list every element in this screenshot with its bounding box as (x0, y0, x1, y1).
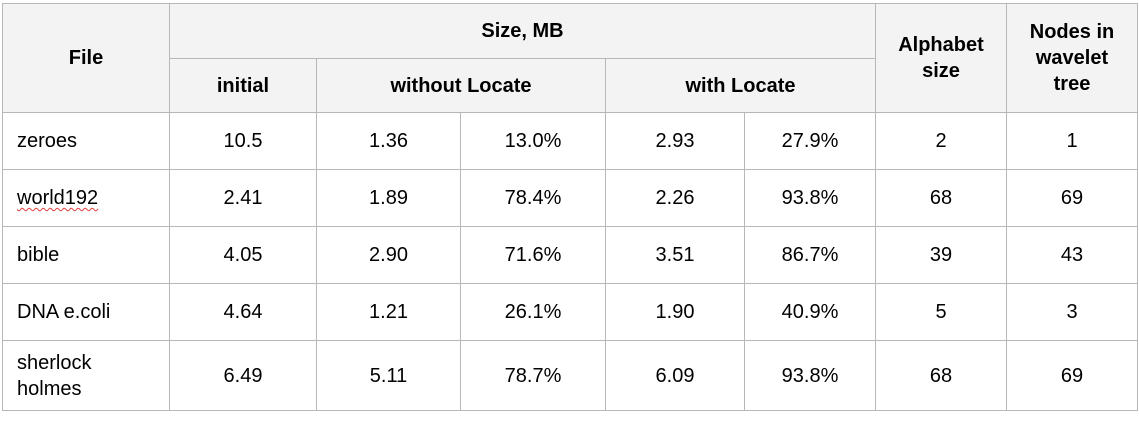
cell-with-locate-percent: 93.8% (744, 340, 876, 411)
cell-alphabet-size: 2 (875, 112, 1007, 170)
header-initial: initial (169, 58, 317, 113)
cell-alphabet-size: 68 (875, 340, 1007, 411)
cell-initial: 4.05 (169, 226, 317, 284)
cell-without-locate-percent: 13.0% (460, 112, 606, 170)
cell-with-locate-mb: 2.93 (605, 112, 745, 170)
header-without-locate: without Locate (316, 58, 606, 113)
spellcheck-flagged-word: world192 (17, 187, 99, 209)
table-row: bible 4.05 2.90 71.6% 3.51 86.7% 39 43 (2, 226, 1138, 284)
cell-nodes: 43 (1006, 226, 1138, 284)
cell-with-locate-percent: 27.9% (744, 112, 876, 170)
cell-nodes: 3 (1006, 283, 1138, 341)
header-nodes-in-wavelet-tree: Nodes in wavelet tree (1006, 3, 1138, 113)
cell-nodes: 69 (1006, 340, 1138, 411)
header-row-1: File Size, MB Alphabet size Nodes in wav… (2, 3, 1138, 113)
cell-without-locate-mb: 1.21 (316, 283, 461, 341)
cell-initial: 4.64 (169, 283, 317, 341)
cell-nodes: 1 (1006, 112, 1138, 170)
cell-without-locate-mb: 1.89 (316, 169, 461, 227)
cell-with-locate-percent: 40.9% (744, 283, 876, 341)
header-with-locate: with Locate (605, 58, 876, 113)
header-file: File (2, 3, 170, 113)
cell-with-locate-mb: 6.09 (605, 340, 745, 411)
table-header: File Size, MB Alphabet size Nodes in wav… (2, 3, 1138, 113)
cell-file: sherlock holmes (2, 340, 170, 411)
cell-with-locate-percent: 86.7% (744, 226, 876, 284)
cell-without-locate-mb: 5.11 (316, 340, 461, 411)
cell-initial: 10.5 (169, 112, 317, 170)
table-row: DNA e.coli 4.64 1.21 26.1% 1.90 40.9% 5 … (2, 283, 1138, 341)
table-row: zeroes 10.5 1.36 13.0% 2.93 27.9% 2 1 (2, 112, 1138, 170)
header-alphabet-size: Alphabet size (875, 3, 1007, 113)
header-row-2: initial without Locate with Locate (3, 58, 1138, 113)
cell-alphabet-size: 5 (875, 283, 1007, 341)
cell-file: zeroes (2, 112, 170, 170)
cell-alphabet-size: 68 (875, 169, 1007, 227)
cell-without-locate-percent: 26.1% (460, 283, 606, 341)
cell-without-locate-mb: 1.36 (316, 112, 461, 170)
cell-without-locate-percent: 78.7% (460, 340, 606, 411)
cell-nodes: 69 (1006, 169, 1138, 227)
table-row: sherlock holmes 6.49 5.11 78.7% 6.09 93.… (2, 340, 1138, 411)
cell-without-locate-mb: 2.90 (316, 226, 461, 284)
cell-initial: 6.49 (169, 340, 317, 411)
cell-file: bible (2, 226, 170, 284)
cell-initial: 2.41 (169, 169, 317, 227)
cell-alphabet-size: 39 (875, 226, 1007, 284)
cell-without-locate-percent: 71.6% (460, 226, 606, 284)
cell-file: DNA e.coli (2, 283, 170, 341)
cell-without-locate-percent: 78.4% (460, 169, 606, 227)
cell-with-locate-percent: 93.8% (744, 169, 876, 227)
table-body: zeroes 10.5 1.36 13.0% 2.93 27.9% 2 1 wo… (2, 112, 1138, 411)
cell-with-locate-mb: 3.51 (605, 226, 745, 284)
table-row: world192 2.41 1.89 78.4% 2.26 93.8% 68 6… (2, 169, 1138, 227)
header-size-mb: Size, MB (169, 3, 876, 59)
cell-file: world192 (2, 169, 170, 227)
compression-results-table: File Size, MB Alphabet size Nodes in wav… (2, 3, 1138, 411)
cell-with-locate-mb: 2.26 (605, 169, 745, 227)
cell-with-locate-mb: 1.90 (605, 283, 745, 341)
